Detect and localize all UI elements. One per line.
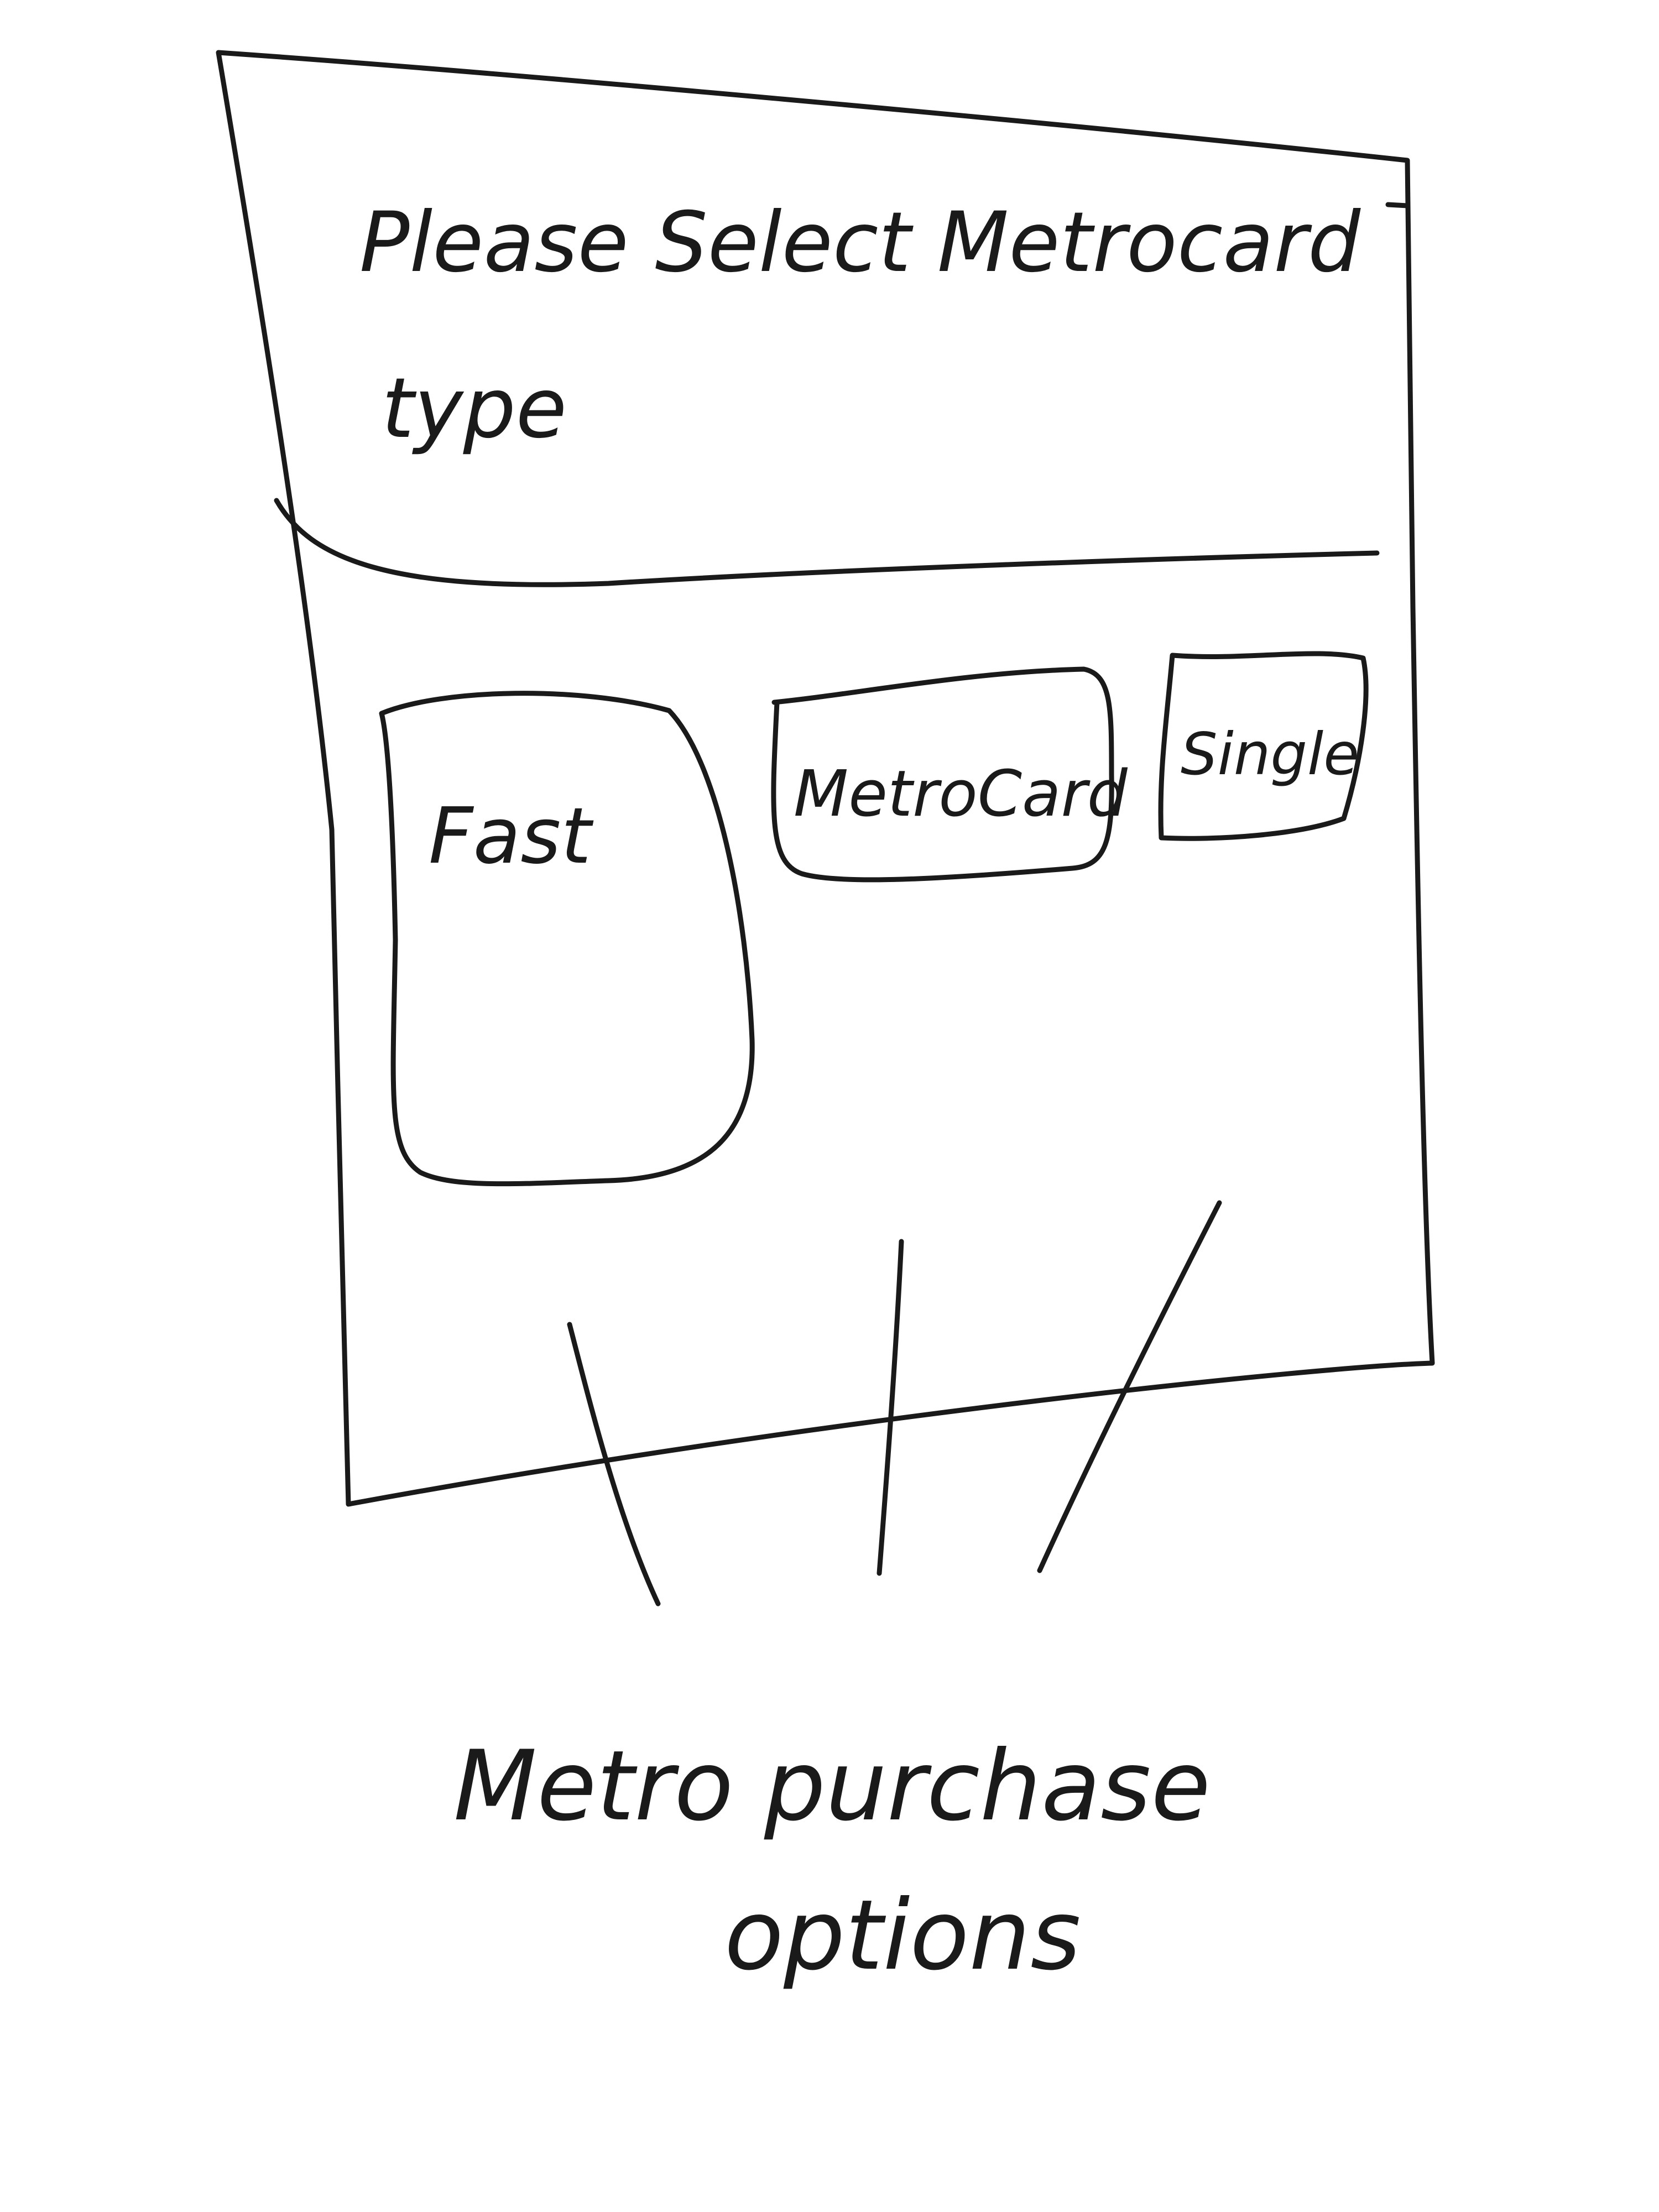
option-single-label: Single (1181, 721, 1359, 788)
screen-prompt-line2: type (382, 361, 567, 457)
screen-frame (216, 50, 1435, 1507)
option-fast-label: Fast (429, 791, 594, 881)
pointer-line-left (567, 1322, 661, 1606)
frame-tick (1385, 202, 1410, 208)
screen-prompt-line1: Please Select Metrocard (359, 195, 1361, 291)
option-metrocard-label: MetroCard (794, 757, 1128, 831)
option-single-button[interactable]: Single (1158, 651, 1369, 841)
annotation-line1: Metro purchase (453, 1730, 1211, 1843)
option-fast-button[interactable]: Fast (379, 691, 755, 1187)
header-divider (274, 498, 1380, 587)
pointer-line-middle (877, 1239, 904, 1576)
option-metrocard-button[interactable]: MetroCard (771, 666, 1128, 883)
pointer-line-right (1037, 1200, 1222, 1573)
annotation-line2: options (724, 1880, 1081, 1992)
